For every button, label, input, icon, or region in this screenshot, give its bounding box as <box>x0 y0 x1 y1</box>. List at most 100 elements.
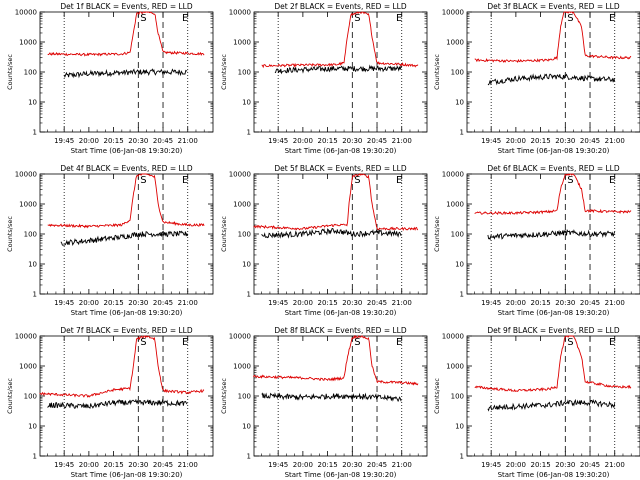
x-tick-label: 21:00 <box>392 299 412 307</box>
y-tick-label: 1 <box>247 129 251 137</box>
events-series-line <box>261 228 402 239</box>
y-tick-label: 10000 <box>15 171 37 179</box>
x-tick-label: 20:30 <box>342 461 362 469</box>
lld-series-line <box>47 11 205 57</box>
y-tick-label: 1 <box>33 129 37 137</box>
y-tick-label: 10000 <box>442 171 464 179</box>
y-tick-label: 100 <box>451 393 464 401</box>
x-tick-label: 20:30 <box>128 461 148 469</box>
x-tick-label: 21:00 <box>178 137 198 145</box>
x-tick-label: 20:45 <box>153 461 173 469</box>
x-tick-label: 20:15 <box>103 299 123 307</box>
y-axis-label: Counts/sec <box>433 216 441 252</box>
x-tick-label: 20:30 <box>128 137 148 145</box>
y-tick-label: 10000 <box>442 9 464 17</box>
x-axis-label: Start Time (06-Jan-08 19:30:20) <box>498 309 610 317</box>
lld-series-line <box>261 11 419 69</box>
end-marker: E <box>396 13 402 24</box>
detector-panel-8: Det 8f BLACK = Events, RED = LLD Counts/s… <box>220 326 428 479</box>
y-tick-label: 1 <box>247 453 251 461</box>
x-tick-label: 20:15 <box>317 137 337 145</box>
x-tick-label: 20:15 <box>317 299 337 307</box>
x-tick-label: 21:00 <box>178 299 198 307</box>
x-tick-label: 20:00 <box>79 137 99 145</box>
y-tick-label: 100 <box>24 69 37 77</box>
y-tick-label: 10 <box>242 99 251 107</box>
x-tick-label: 21:00 <box>605 137 625 145</box>
x-tick-label: 20:45 <box>580 299 600 307</box>
y-tick-label: 10 <box>242 423 251 431</box>
x-tick-label: 19:45 <box>268 461 288 469</box>
y-tick-label: 10 <box>28 261 37 269</box>
x-axis-label: Start Time (06-Jan-08 19:30:20) <box>498 471 610 479</box>
x-tick-label: 20:30 <box>555 461 575 469</box>
y-tick-label: 100 <box>238 69 251 77</box>
y-tick-label: 1 <box>247 291 251 299</box>
x-tick-label: 21:00 <box>392 137 412 145</box>
lld-series-line <box>474 11 632 64</box>
lld-series-line <box>39 335 205 398</box>
y-tick-label: 100 <box>451 69 464 77</box>
lld-series-line <box>253 334 419 386</box>
y-tick-label: 10000 <box>442 333 464 341</box>
x-tick-label: 20:15 <box>530 299 550 307</box>
x-tick-label: 20:15 <box>317 461 337 469</box>
plot-frame <box>39 11 214 133</box>
x-axis-label: Start Time (06-Jan-08 19:30:20) <box>285 147 397 155</box>
end-marker: E <box>609 13 615 24</box>
plot-frame <box>466 335 640 457</box>
start-marker: S <box>567 175 573 186</box>
x-tick-label: 21:00 <box>605 461 625 469</box>
panel-title: Det 6f BLACK = Events, RED = LLD <box>487 164 620 173</box>
x-tick-label: 20:00 <box>79 461 99 469</box>
x-axis-label: Start Time (06-Jan-08 19:30:20) <box>71 309 183 317</box>
x-tick-label: 20:45 <box>367 461 387 469</box>
panel-title: Det 2f BLACK = Events, RED = LLD <box>274 2 407 11</box>
y-tick-label: 100 <box>238 393 251 401</box>
y-axis-label: Counts/sec <box>433 54 441 90</box>
x-tick-label: 20:30 <box>342 137 362 145</box>
detector-panel-2: Det 2f BLACK = Events, RED = LLD Counts/s… <box>220 2 428 155</box>
start-marker: S <box>140 175 146 186</box>
y-tick-label: 1000 <box>233 39 251 47</box>
y-tick-label: 1 <box>33 291 37 299</box>
events-series-line <box>274 64 403 75</box>
x-tick-label: 20:30 <box>128 299 148 307</box>
detector-panel-9: Det 9f BLACK = Events, RED = LLD Counts/s… <box>433 326 640 479</box>
start-marker: S <box>354 337 360 348</box>
y-tick-label: 10000 <box>15 333 37 341</box>
x-tick-label: 19:45 <box>54 461 74 469</box>
lld-series-line <box>47 173 205 229</box>
x-tick-label: 20:15 <box>530 137 550 145</box>
x-tick-label: 19:45 <box>54 137 74 145</box>
plot-frame <box>466 11 640 133</box>
panel-title: Det 5f BLACK = Events, RED = LLD <box>274 164 407 173</box>
y-tick-label: 100 <box>451 231 464 239</box>
y-tick-label: 10 <box>28 423 37 431</box>
x-tick-label: 19:45 <box>481 299 501 307</box>
start-marker: S <box>354 175 360 186</box>
panel-title: Det 3f BLACK = Events, RED = LLD <box>487 2 620 11</box>
x-axis-label: Start Time (06-Jan-08 19:30:20) <box>71 147 183 155</box>
panel-title: Det 4f BLACK = Events, RED = LLD <box>60 164 193 173</box>
x-tick-label: 20:15 <box>103 137 123 145</box>
start-marker: S <box>140 337 146 348</box>
x-tick-label: 20:00 <box>506 299 526 307</box>
y-tick-label: 1 <box>460 291 464 299</box>
x-tick-label: 19:45 <box>268 299 288 307</box>
y-tick-label: 10000 <box>229 333 251 341</box>
x-tick-label: 20:00 <box>293 461 313 469</box>
x-tick-label: 20:15 <box>103 461 123 469</box>
end-marker: E <box>396 337 402 348</box>
y-tick-label: 10 <box>242 261 251 269</box>
y-axis-label: Counts/sec <box>6 378 14 414</box>
x-tick-label: 21:00 <box>605 299 625 307</box>
end-marker: E <box>609 337 615 348</box>
x-tick-label: 20:30 <box>555 299 575 307</box>
y-tick-label: 1000 <box>19 201 37 209</box>
y-tick-label: 10 <box>455 423 464 431</box>
y-tick-label: 1 <box>460 129 464 137</box>
y-tick-label: 10000 <box>229 171 251 179</box>
lld-series-line <box>474 335 632 393</box>
x-tick-label: 20:00 <box>293 137 313 145</box>
